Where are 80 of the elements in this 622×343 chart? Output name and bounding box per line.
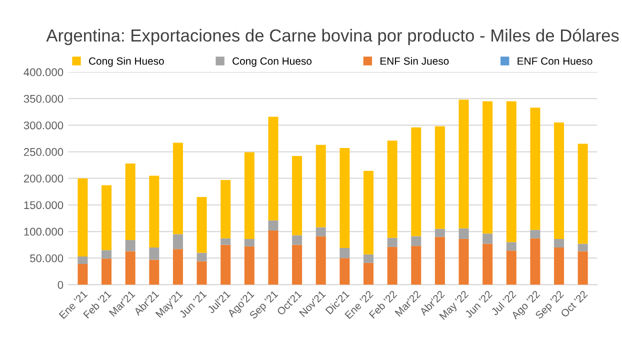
bar (125, 240, 136, 252)
bar (316, 236, 326, 285)
y-tick-label: 250.000 (24, 148, 64, 156)
bar (482, 101, 493, 234)
bar (434, 236, 445, 285)
bar (554, 238, 564, 248)
y-tick-label: 150.000 (24, 201, 64, 210)
bar (268, 230, 278, 285)
bar (506, 101, 516, 242)
bar (482, 244, 493, 285)
bar (292, 244, 302, 285)
bar (196, 196, 207, 253)
bar (268, 220, 278, 230)
bar (244, 246, 254, 285)
bar (149, 260, 160, 285)
y-tick-label: 400.000 (24, 68, 64, 76)
legend-label: Cong Con Hueso (232, 57, 312, 67)
legend-label: ENF Sin Jueso (380, 57, 449, 65)
bar (387, 238, 398, 247)
bar (220, 238, 231, 245)
bar (554, 247, 564, 285)
bar (125, 163, 136, 240)
bar (149, 247, 160, 260)
bar (244, 238, 254, 246)
bar (411, 127, 422, 236)
bar (363, 170, 374, 254)
bar (316, 227, 326, 236)
bar (244, 152, 254, 239)
bar (434, 228, 445, 237)
bar (220, 180, 231, 238)
bar (506, 250, 516, 285)
bar (506, 242, 516, 251)
bar (578, 244, 588, 252)
y-tick-label: 0 (58, 280, 64, 289)
bar (554, 122, 564, 239)
legend-label: Cong Sin Hueso (89, 57, 164, 67)
bar (530, 108, 540, 230)
y-tick-label: 200.000 (24, 174, 64, 182)
legend-label: ENF Con Hueso (518, 57, 592, 65)
bar (458, 238, 469, 285)
bar (363, 262, 374, 285)
bar (196, 261, 207, 285)
bar (578, 144, 588, 244)
bar (172, 142, 183, 234)
bar (530, 238, 540, 285)
bar (292, 156, 302, 236)
bar (172, 249, 183, 285)
bar (268, 116, 278, 220)
bar (340, 248, 350, 258)
bar (149, 176, 160, 248)
y-tick-label: 50.000 (30, 254, 64, 262)
chart-title: Argentina: Exportaciones de Carne bovina por producto - Miles de Dólares (46, 28, 619, 46)
bar (102, 185, 112, 250)
bar (78, 256, 88, 264)
bar (196, 252, 207, 262)
y-tick-label: 300.000 (24, 121, 64, 130)
bar (220, 244, 231, 285)
bar (578, 251, 588, 285)
bar (387, 246, 398, 285)
bar (78, 178, 88, 257)
bar (482, 234, 493, 244)
bar (387, 140, 398, 238)
bar (78, 264, 88, 285)
bar (340, 258, 350, 285)
bar (363, 254, 374, 263)
bar (530, 230, 540, 238)
bar (172, 234, 183, 250)
bar (434, 126, 445, 229)
bar (458, 100, 469, 228)
bar (411, 246, 422, 285)
bar (458, 228, 469, 239)
y-tick-label: 100.000 (24, 228, 64, 236)
bar (292, 235, 302, 245)
bar (102, 258, 112, 285)
bar (102, 250, 112, 259)
bar (411, 236, 422, 246)
bar (316, 144, 326, 228)
y-tick-label: 350.000 (24, 94, 64, 103)
bar (340, 148, 350, 248)
bar (125, 251, 136, 285)
